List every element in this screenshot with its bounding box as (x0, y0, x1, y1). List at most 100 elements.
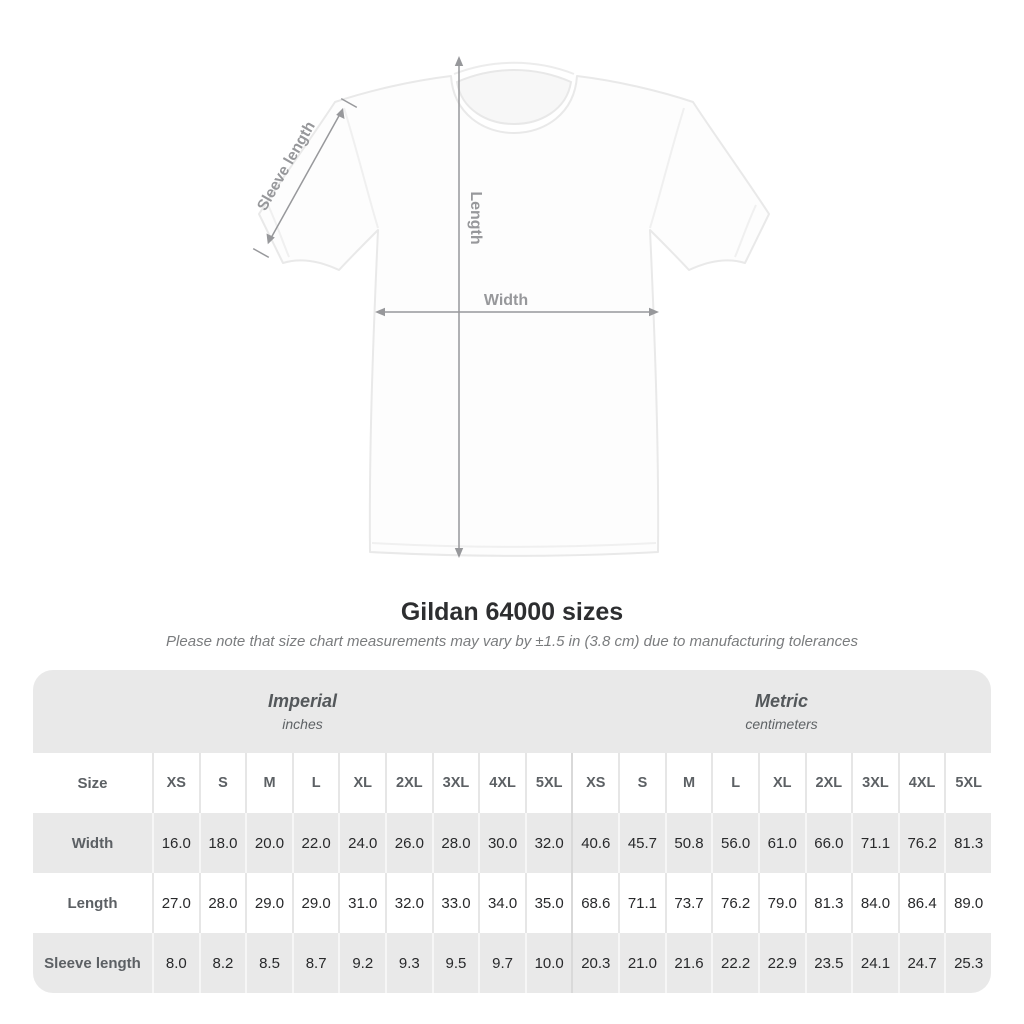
title-block: Gildan 64000 sizes Please note that size… (0, 599, 1024, 650)
value-cell-imperial: 32.0 (524, 813, 572, 873)
value-cell-imperial: 35.0 (524, 873, 572, 933)
size-column-header: Size (77, 774, 108, 792)
size-col-5xl-metric: 5XL (944, 753, 991, 813)
sleeve-length-arrow (252, 97, 358, 259)
value-cell-metric: 21.0 (618, 933, 665, 993)
size-col-xs-metric: XS (571, 753, 618, 813)
measurement-row-width: Width 16.0 18.0 20.0 22.0 24.0 26.0 28.0 30.0 32.… (33, 813, 991, 873)
value-cell-imperial: 28.0 (431, 813, 479, 873)
value-cell-metric: 23.5 (804, 933, 852, 993)
value-cell-imperial: 9.5 (431, 933, 479, 993)
imperial-group-header: Imperial inches (33, 670, 572, 753)
value-cell-imperial: 24.0 (338, 813, 385, 873)
value-cell-imperial: 34.0 (478, 873, 525, 933)
size-col-m-metric: M (664, 753, 712, 813)
value-cell-imperial: 8.2 (198, 933, 246, 993)
value-cell-imperial: 29.0 (245, 873, 292, 933)
size-col-xl-imperial: XL (338, 753, 385, 813)
imperial-label: Imperial (267, 691, 338, 711)
value-cell-metric: 45.7 (618, 813, 665, 873)
value-cell-metric: 24.7 (897, 933, 945, 993)
size-col-s-imperial: S (198, 753, 246, 813)
row-label: Length (67, 894, 118, 912)
metric-group-header: Metric centimeters (572, 670, 991, 753)
value-cell-metric: 40.6 (571, 813, 618, 873)
value-cell-imperial: 8.0 (152, 933, 199, 993)
tolerance-note: Please note that size chart measurements… (166, 633, 858, 650)
value-cell-metric: 86.4 (897, 873, 945, 933)
value-cell-metric: 71.1 (851, 813, 898, 873)
value-cell-metric: 61.0 (757, 813, 805, 873)
value-cell-metric: 56.0 (711, 813, 758, 873)
value-cell-imperial: 31.0 (338, 873, 385, 933)
value-cell-metric: 24.1 (851, 933, 898, 993)
size-col-m-imperial: M (245, 753, 292, 813)
size-col-3xl-metric: 3XL (851, 753, 898, 813)
unit-banner: Imperial inches Metric centimeters (33, 670, 991, 753)
length-label: Length (467, 191, 484, 244)
value-cell-metric: 50.8 (664, 813, 712, 873)
value-cell-metric: 22.2 (711, 933, 758, 993)
size-table: Imperial inches Metric centimeters Size X… (33, 670, 991, 993)
size-col-2xl-imperial: 2XL (385, 753, 432, 813)
value-cell-imperial: 8.7 (291, 933, 339, 993)
size-col-xs-imperial: XS (152, 753, 199, 813)
row-label: Sleeve length (44, 954, 141, 972)
page-title: Gildan 64000 sizes (400, 598, 624, 626)
value-cell-metric: 73.7 (664, 873, 712, 933)
value-cell-metric: 25.3 (944, 933, 991, 993)
value-cell-imperial: 20.0 (245, 813, 292, 873)
value-cell-metric: 66.0 (804, 813, 852, 873)
size-col-s-metric: S (618, 753, 665, 813)
metric-label: Metric (754, 691, 808, 711)
measurement-row-sleeve-length: Sleeve length 8.0 8.2 8.5 8.7 9.2 9.3 9.5 9.7 10.… (33, 933, 991, 993)
width-label: Width (484, 292, 528, 309)
value-cell-metric: 22.9 (757, 933, 805, 993)
value-cell-imperial: 28.0 (198, 873, 246, 933)
size-col-5xl-imperial: 5XL (524, 753, 572, 813)
value-cell-imperial: 9.2 (338, 933, 385, 993)
row-label: Width (71, 834, 114, 852)
value-cell-imperial: 29.0 (291, 873, 339, 933)
value-cell-metric: 68.6 (571, 873, 618, 933)
value-cell-imperial: 22.0 (291, 813, 339, 873)
value-cell-metric: 20.3 (571, 933, 618, 993)
value-cell-imperial: 18.0 (198, 813, 246, 873)
value-cell-imperial: 32.0 (385, 873, 432, 933)
value-cell-metric: 76.2 (711, 873, 758, 933)
value-cell-metric: 81.3 (944, 813, 991, 873)
size-col-l-metric: L (711, 753, 758, 813)
value-cell-imperial: 33.0 (431, 873, 479, 933)
imperial-unit: inches (282, 716, 323, 732)
value-cell-metric: 71.1 (618, 873, 665, 933)
value-cell-imperial: 9.3 (385, 933, 432, 993)
value-cell-imperial: 30.0 (478, 813, 525, 873)
size-col-3xl-imperial: 3XL (431, 753, 479, 813)
metric-unit: centimeters (745, 716, 818, 732)
size-col-xl-metric: XL (757, 753, 805, 813)
size-header-row: Size XS S M L XL 2XL 3XL 4XL 5XL XS S M L XL 2XL 3XL 4XL 5… (33, 753, 991, 813)
size-col-4xl-imperial: 4XL (478, 753, 525, 813)
value-cell-imperial: 16.0 (152, 813, 199, 873)
value-cell-metric: 89.0 (944, 873, 991, 933)
value-cell-imperial: 9.7 (478, 933, 525, 993)
size-table-body: Size XS S M L XL 2XL 3XL 4XL 5XL XS S M L XL 2XL 3XL 4XL 5… (33, 753, 991, 993)
value-cell-metric: 79.0 (757, 873, 805, 933)
tshirt-illustration: Length Width Sleeve length (252, 56, 770, 558)
value-cell-imperial: 26.0 (385, 813, 432, 873)
value-cell-metric: 84.0 (851, 873, 898, 933)
size-col-2xl-metric: 2XL (804, 753, 852, 813)
value-cell-metric: 81.3 (804, 873, 852, 933)
size-col-4xl-metric: 4XL (897, 753, 945, 813)
tshirt-diagram: Length Width Sleeve length (252, 50, 772, 575)
measurement-row-length: Length 27.0 28.0 29.0 29.0 31.0 32.0 33.0 34.0 35… (33, 873, 991, 933)
value-cell-imperial: 27.0 (152, 873, 199, 933)
width-arrow (375, 307, 659, 317)
tshirt-shape (258, 61, 770, 557)
value-cell-imperial: 10.0 (524, 933, 572, 993)
value-cell-metric: 76.2 (897, 813, 945, 873)
value-cell-imperial: 8.5 (245, 933, 292, 993)
value-cell-metric: 21.6 (664, 933, 712, 993)
size-col-l-imperial: L (291, 753, 339, 813)
length-arrow (454, 56, 464, 558)
